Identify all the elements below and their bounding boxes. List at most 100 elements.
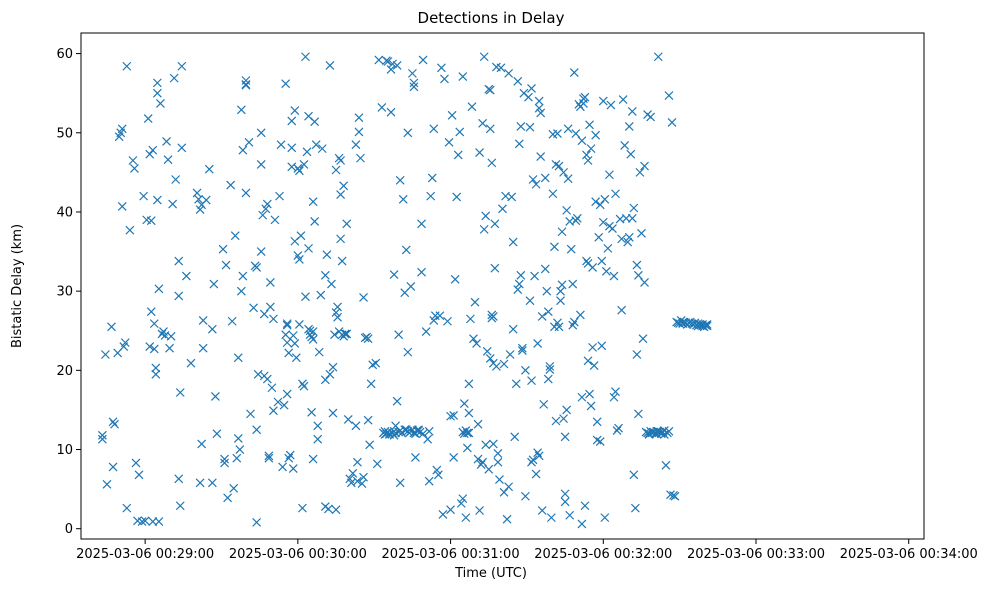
data-point <box>220 454 229 464</box>
data-point <box>424 476 434 486</box>
data-point <box>117 124 127 134</box>
data-point <box>577 392 587 402</box>
data-point <box>285 450 295 460</box>
data-point <box>328 362 338 372</box>
data-point <box>165 343 175 353</box>
data-point <box>462 443 472 453</box>
data-point <box>516 270 526 280</box>
data-point <box>620 141 630 150</box>
data-point <box>562 405 572 415</box>
data-point <box>435 311 445 321</box>
data-point <box>407 68 417 78</box>
data-point <box>473 419 483 429</box>
data-point <box>560 432 570 442</box>
data-point <box>351 421 361 431</box>
data-point <box>265 302 275 312</box>
data-point <box>560 489 570 499</box>
data-point <box>536 152 546 161</box>
data-point <box>337 256 347 266</box>
data-point <box>287 143 297 153</box>
data-point <box>195 478 205 488</box>
data-point <box>568 279 578 289</box>
data-point <box>125 225 135 235</box>
data-point <box>577 136 587 146</box>
data-point <box>249 303 258 313</box>
plot-area-frame <box>80 32 925 540</box>
data-point <box>545 365 555 374</box>
data-point <box>556 296 565 306</box>
data-point <box>177 143 187 153</box>
data-point <box>383 57 393 66</box>
data-point <box>223 493 233 503</box>
data-point <box>278 462 288 472</box>
x-tick-label: 2025-03-06 00:32:00 <box>534 547 672 562</box>
data-point <box>537 506 547 515</box>
data-point <box>436 63 446 73</box>
data-point <box>455 127 465 137</box>
data-point <box>627 213 637 223</box>
data-point <box>236 286 246 296</box>
data-point <box>340 329 350 339</box>
data-point <box>493 457 503 467</box>
data-point <box>333 302 342 312</box>
data-point <box>583 356 593 366</box>
data-point <box>595 437 605 447</box>
data-point <box>97 430 107 440</box>
data-point <box>582 150 591 160</box>
data-point <box>258 210 268 220</box>
data-point <box>282 389 292 399</box>
data-point <box>342 219 352 229</box>
data-point <box>252 517 262 527</box>
data-point <box>151 369 161 379</box>
data-point <box>166 331 176 341</box>
data-point <box>366 379 376 389</box>
data-point <box>241 188 251 198</box>
y-axis: 0 10 20 30 40 50 60 <box>56 47 81 537</box>
data-point <box>389 270 399 279</box>
data-point <box>276 140 286 150</box>
data-point <box>554 161 564 171</box>
x-tick-label: 2025-03-06 00:33:00 <box>687 547 825 562</box>
data-point <box>595 200 605 210</box>
data-point <box>449 453 459 462</box>
data-point <box>264 453 274 463</box>
data-point <box>591 130 601 140</box>
data-point <box>569 68 579 78</box>
data-point <box>134 470 144 480</box>
data-point <box>597 256 607 266</box>
data-point <box>638 334 648 344</box>
data-point <box>226 180 236 190</box>
data-point <box>502 514 512 524</box>
y-tick-label: 20 <box>56 364 73 379</box>
data-point <box>207 324 217 334</box>
data-point <box>372 459 382 469</box>
data-point <box>635 167 645 177</box>
data-point <box>588 342 598 352</box>
data-point <box>499 487 509 497</box>
data-point <box>409 78 419 88</box>
data-point <box>218 244 228 254</box>
data-point <box>268 314 278 324</box>
data-point <box>617 305 627 315</box>
data-point <box>235 445 245 454</box>
data-point <box>495 475 504 485</box>
data-point <box>401 245 411 255</box>
data-point <box>588 262 598 272</box>
data-point <box>597 341 607 351</box>
data-point <box>433 470 443 480</box>
data-point <box>569 317 579 327</box>
data-point <box>252 425 262 435</box>
data-point <box>444 137 454 147</box>
data-point <box>604 170 614 180</box>
data-point <box>152 88 162 98</box>
data-point <box>563 124 573 134</box>
data-point <box>485 85 495 95</box>
data-point <box>229 483 239 493</box>
data-point <box>406 281 416 291</box>
data-point <box>429 124 439 134</box>
data-point <box>290 338 300 348</box>
data-point <box>614 423 623 433</box>
data-point <box>475 506 485 515</box>
data-point <box>559 167 569 177</box>
data-point <box>520 365 530 375</box>
